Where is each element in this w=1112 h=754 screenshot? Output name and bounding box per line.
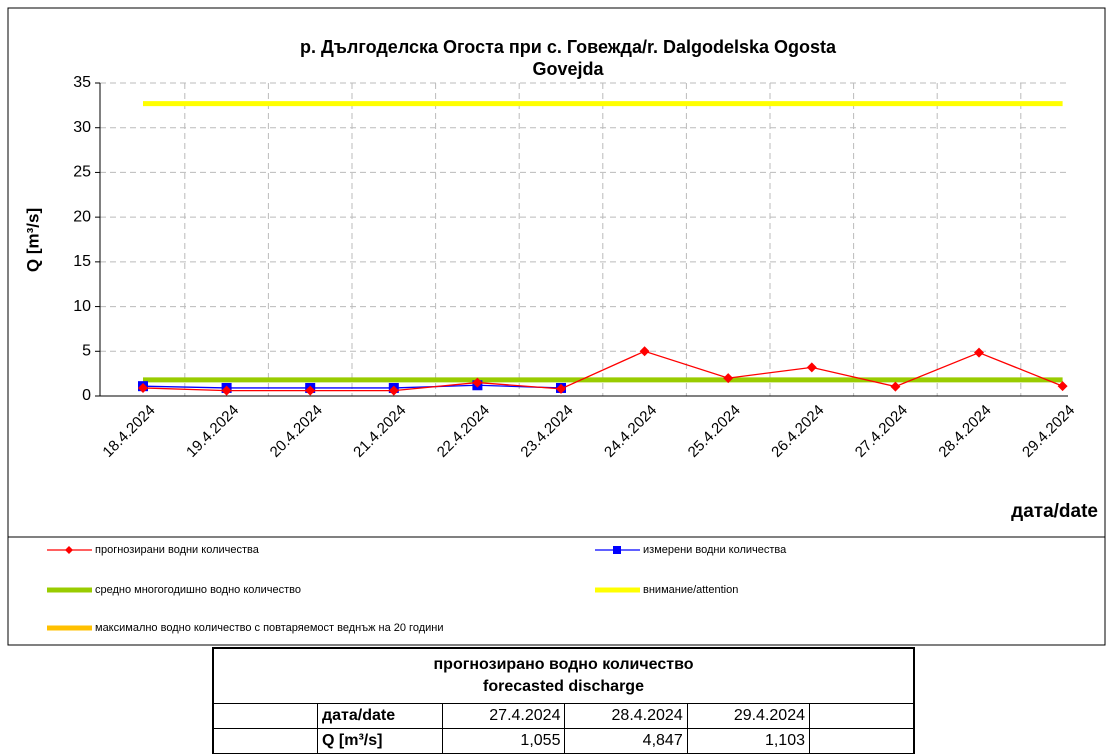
x-tick-label: 29.4.2024 <box>1019 402 1078 461</box>
cell <box>809 703 915 729</box>
legend-label: средно многогодишно водно количество <box>95 584 301 596</box>
x-tick-label: 18.4.2024 <box>99 402 158 461</box>
legend-marker <box>65 546 73 554</box>
x-tick-label: 28.4.2024 <box>935 402 994 461</box>
cell: 4,847 <box>564 728 688 754</box>
cell: 27.4.2024 <box>442 703 566 729</box>
cell: дата/date <box>316 703 444 729</box>
legend-label: измерени водни количества <box>643 544 787 556</box>
table-title-line: forecasted discharge <box>483 678 644 695</box>
x-tick-label: 23.4.2024 <box>517 402 576 461</box>
x-tick-label: 22.4.2024 <box>434 402 493 461</box>
data-point <box>556 383 566 394</box>
y-tick-label: 0 <box>82 387 91 404</box>
cell <box>809 728 915 754</box>
data-point <box>890 381 901 392</box>
data-point <box>639 346 650 357</box>
x-axis-label: дата/date <box>1011 501 1098 522</box>
data-point <box>1057 381 1068 392</box>
legend-frame <box>7 536 1106 646</box>
series-line <box>142 384 562 389</box>
y-tick-label: 20 <box>73 208 91 225</box>
cell: Q [m³/s] <box>316 728 444 754</box>
x-tick-label: 19.4.2024 <box>183 402 242 461</box>
x-tick-label: 21.4.2024 <box>350 402 409 461</box>
legend-label: внимание/attention <box>643 584 738 596</box>
y-tick-label: 5 <box>82 343 91 360</box>
series-line <box>142 350 1063 392</box>
cell <box>212 728 318 754</box>
x-tick-label: 27.4.2024 <box>852 402 911 461</box>
x-tick-label: 26.4.2024 <box>768 402 827 461</box>
cell: 1,103 <box>686 728 811 754</box>
forecast-table: прогнозирано водно количество forecasted … <box>212 647 915 754</box>
cell <box>212 703 318 729</box>
chart-title: Govejda <box>532 59 604 79</box>
y-tick-label: 30 <box>73 119 91 136</box>
data-point <box>974 347 984 358</box>
table-title: прогнозирано водно количество forecasted … <box>212 647 915 704</box>
y-axis-label: Q [m³/s] <box>23 208 42 272</box>
y-tick-label: 35 <box>73 74 91 91</box>
y-tick-label: 10 <box>73 298 91 315</box>
legend-label: максимално водно количество с повтаряемо… <box>95 622 443 634</box>
data-point <box>221 385 232 396</box>
data-point <box>806 362 817 373</box>
cell: 29.4.2024 <box>686 703 811 729</box>
x-tick-label: 24.4.2024 <box>601 402 660 461</box>
data-point <box>138 382 148 393</box>
data-point <box>472 377 483 388</box>
cell: 28.4.2024 <box>564 703 688 729</box>
x-tick-label: 25.4.2024 <box>685 402 744 461</box>
cell: 1,055 <box>442 728 566 754</box>
data-point <box>723 373 734 384</box>
y-tick-label: 15 <box>73 253 91 270</box>
y-tick-label: 25 <box>73 164 91 181</box>
x-tick-label: 20.4.2024 <box>267 402 326 461</box>
table-title-line: прогнозирано водно количество <box>433 656 694 673</box>
legend-marker <box>613 546 621 554</box>
legend-label: прогнозирани водни количества <box>95 544 260 556</box>
chart-title: р. Дългоделска Огоста при с. Говежда/r. … <box>300 37 837 57</box>
data-point <box>388 385 399 396</box>
data-point <box>305 385 316 396</box>
